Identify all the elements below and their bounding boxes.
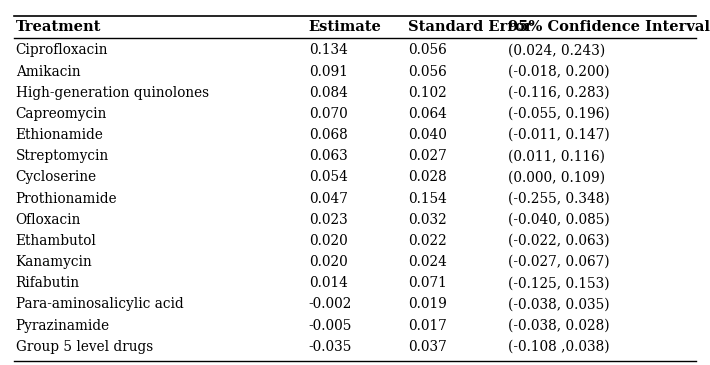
Text: (-0.255, 0.348): (-0.255, 0.348) <box>508 192 609 205</box>
Text: (-0.027, 0.067): (-0.027, 0.067) <box>508 255 609 269</box>
Text: Group 5 level drugs: Group 5 level drugs <box>16 340 153 354</box>
Text: (-0.011, 0.147): (-0.011, 0.147) <box>508 128 609 142</box>
Text: Cycloserine: Cycloserine <box>16 170 97 184</box>
Text: 0.102: 0.102 <box>408 86 447 100</box>
Text: (-0.038, 0.035): (-0.038, 0.035) <box>508 297 609 311</box>
Text: Standard Error: Standard Error <box>408 20 532 34</box>
Text: -0.035: -0.035 <box>309 340 352 354</box>
Text: -0.005: -0.005 <box>309 319 352 333</box>
Text: (0.011, 0.116): (0.011, 0.116) <box>508 149 605 163</box>
Text: (-0.018, 0.200): (-0.018, 0.200) <box>508 65 609 78</box>
Text: 0.014: 0.014 <box>309 276 348 290</box>
Text: Ethionamide: Ethionamide <box>16 128 104 142</box>
Text: Kanamycin: Kanamycin <box>16 255 92 269</box>
Text: Para-aminosalicylic acid: Para-aminosalicylic acid <box>16 297 183 311</box>
Text: 0.020: 0.020 <box>309 234 348 248</box>
Text: 0.056: 0.056 <box>408 43 447 57</box>
Text: 0.027: 0.027 <box>408 149 447 163</box>
Text: 0.017: 0.017 <box>408 319 447 333</box>
Text: Treatment: Treatment <box>16 20 101 34</box>
Text: 0.032: 0.032 <box>408 213 447 227</box>
Text: 0.019: 0.019 <box>408 297 447 311</box>
Text: 0.063: 0.063 <box>309 149 348 163</box>
Text: Ciprofloxacin: Ciprofloxacin <box>16 43 108 57</box>
Text: Rifabutin: Rifabutin <box>16 276 80 290</box>
Text: High-generation quinolones: High-generation quinolones <box>16 86 209 100</box>
Text: 95% Confidence Interval: 95% Confidence Interval <box>508 20 710 34</box>
Text: Prothionamide: Prothionamide <box>16 192 117 205</box>
Text: (-0.116, 0.283): (-0.116, 0.283) <box>508 86 609 100</box>
Text: (-0.040, 0.085): (-0.040, 0.085) <box>508 213 609 227</box>
Text: 0.022: 0.022 <box>408 234 447 248</box>
Text: Capreomycin: Capreomycin <box>16 107 107 121</box>
Text: 0.020: 0.020 <box>309 255 348 269</box>
Text: 0.154: 0.154 <box>408 192 447 205</box>
Text: 0.134: 0.134 <box>309 43 348 57</box>
Text: (0.024, 0.243): (0.024, 0.243) <box>508 43 605 57</box>
Text: 0.024: 0.024 <box>408 255 447 269</box>
Text: 0.047: 0.047 <box>309 192 348 205</box>
Text: Estimate: Estimate <box>309 20 382 34</box>
Text: 0.084: 0.084 <box>309 86 348 100</box>
Text: 0.023: 0.023 <box>309 213 348 227</box>
Text: 0.056: 0.056 <box>408 65 447 78</box>
Text: 0.028: 0.028 <box>408 170 447 184</box>
Text: Amikacin: Amikacin <box>16 65 80 78</box>
Text: 0.037: 0.037 <box>408 340 447 354</box>
Text: 0.054: 0.054 <box>309 170 348 184</box>
Text: 0.064: 0.064 <box>408 107 447 121</box>
Text: 0.070: 0.070 <box>309 107 348 121</box>
Text: (-0.038, 0.028): (-0.038, 0.028) <box>508 319 609 333</box>
Text: (0.000, 0.109): (0.000, 0.109) <box>508 170 605 184</box>
Text: Streptomycin: Streptomycin <box>16 149 109 163</box>
Text: 0.068: 0.068 <box>309 128 348 142</box>
Text: Ethambutol: Ethambutol <box>16 234 97 248</box>
Text: 0.091: 0.091 <box>309 65 348 78</box>
Text: (-0.022, 0.063): (-0.022, 0.063) <box>508 234 609 248</box>
Text: (-0.108 ,0.038): (-0.108 ,0.038) <box>508 340 609 354</box>
Text: 0.071: 0.071 <box>408 276 447 290</box>
Text: (-0.055, 0.196): (-0.055, 0.196) <box>508 107 609 121</box>
Text: Pyrazinamide: Pyrazinamide <box>16 319 110 333</box>
Text: Ofloxacin: Ofloxacin <box>16 213 81 227</box>
Text: 0.040: 0.040 <box>408 128 447 142</box>
Text: -0.002: -0.002 <box>309 297 352 311</box>
Text: (-0.125, 0.153): (-0.125, 0.153) <box>508 276 609 290</box>
